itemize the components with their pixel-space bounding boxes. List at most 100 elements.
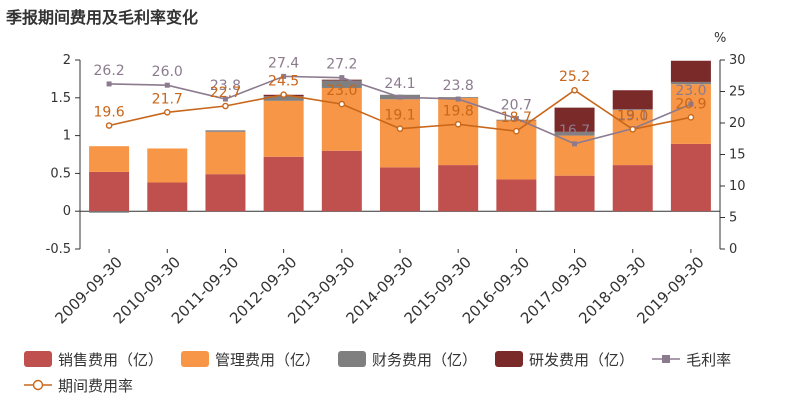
chart-canvas: -0.500.511.52051015202530%2009-09-302010… — [46, 31, 746, 327]
bar-研发费用（亿） — [670, 60, 711, 82]
y-left-tick-label: 0 — [63, 204, 71, 219]
legend-label: 财务费用（亿） — [372, 350, 478, 369]
bar-财务费用（亿） — [205, 130, 246, 132]
legend-item[interactable]: 管理费用（亿） — [181, 349, 320, 370]
bar-销售费用（亿） — [147, 182, 188, 212]
bar-销售费用（亿） — [612, 165, 653, 212]
data-label-期间费用率: 19.6 — [94, 105, 125, 121]
legend-line-marker — [24, 379, 52, 391]
y-right-tick-label: 10 — [729, 179, 746, 194]
point-毛利率 — [164, 82, 170, 88]
y-right-tick-label: 30 — [729, 53, 746, 68]
point-毛利率 — [513, 116, 519, 122]
bar-管理费用（亿） — [321, 87, 362, 151]
y-right-tick-label: 20 — [729, 116, 746, 131]
data-label-期间费用率: 24.5 — [268, 74, 299, 90]
data-label-毛利率: 19.1 — [617, 108, 648, 124]
bar-销售费用（亿） — [380, 167, 420, 212]
data-label-期间费用率: 18.7 — [501, 110, 532, 126]
bar-销售费用（亿） — [205, 174, 246, 212]
data-label-毛利率: 20.7 — [501, 98, 532, 114]
legend-item[interactable]: 毛利率 — [652, 349, 731, 370]
point-毛利率 — [339, 75, 345, 81]
legend-swatch — [338, 351, 367, 367]
bar-销售费用（亿） — [496, 179, 537, 212]
point-毛利率 — [688, 101, 694, 107]
point-毛利率 — [281, 73, 287, 79]
y-right-tick-label: 15 — [729, 148, 746, 163]
data-label-期间费用率: 25.2 — [559, 69, 590, 85]
legend-line-marker — [652, 355, 681, 363]
data-label-毛利率: 24.1 — [384, 76, 415, 92]
bar-管理费用（亿） — [89, 146, 130, 172]
data-label-期间费用率: 21.7 — [152, 91, 183, 107]
point-毛利率 — [106, 81, 112, 87]
y-left-tick-label: 1 — [63, 129, 71, 144]
data-label-毛利率: 26.2 — [94, 63, 125, 79]
data-label-期间费用率: 23.0 — [326, 83, 357, 99]
point-期间费用率 — [163, 108, 171, 116]
bar-销售费用（亿） — [554, 175, 595, 212]
legend-item[interactable]: 销售费用（亿） — [24, 349, 163, 370]
y-left-tick-label: 2 — [63, 53, 71, 68]
legend-swatch — [24, 351, 52, 367]
bar-财务费用（亿） — [612, 109, 653, 110]
legend-label: 研发费用（亿） — [529, 350, 635, 369]
point-期间费用率 — [687, 114, 695, 121]
chart-legend: 销售费用（亿） 管理费用（亿） 财务费用（亿） 研发费用（亿） 毛利率期间费用率 — [24, 346, 794, 398]
legend-item[interactable]: 研发费用（亿） — [495, 349, 634, 370]
point-期间费用率 — [629, 126, 637, 133]
bar-管理费用（亿） — [612, 109, 653, 166]
data-label-毛利率: 26.0 — [152, 64, 183, 80]
bar-管理费用（亿） — [380, 99, 420, 168]
data-label-期间费用率: 20.9 — [675, 96, 706, 112]
legend-label: 期间费用率 — [58, 376, 134, 395]
bar-销售费用（亿） — [438, 165, 479, 212]
data-label-毛利率: 23.8 — [210, 78, 241, 94]
y-left-tick-label: -0.5 — [46, 242, 71, 257]
bar-管理费用（亿） — [205, 131, 246, 175]
y-left-tick-label: 0.5 — [50, 166, 71, 181]
bar-财务费用（亿） — [263, 96, 304, 101]
bar-财务费用（亿） — [554, 131, 595, 136]
y-right-tick-label: 25 — [729, 85, 746, 100]
bar-销售费用（亿） — [263, 156, 304, 212]
legend-label: 管理费用（亿） — [215, 350, 321, 369]
legend-swatch — [181, 351, 210, 367]
data-label-毛利率: 27.4 — [268, 55, 299, 71]
data-label-期间费用率: 19.1 — [384, 108, 415, 124]
legend-label: 毛利率 — [686, 350, 732, 369]
y-right-tick-label: 0 — [729, 242, 737, 257]
data-label-期间费用率: 19.8 — [443, 103, 474, 119]
legend-item[interactable]: 财务费用（亿） — [338, 349, 477, 370]
legend-label: 销售费用（亿） — [58, 350, 164, 369]
bar-研发费用（亿） — [612, 90, 653, 110]
point-期间费用率 — [513, 127, 520, 135]
y-right-tick-label: 5 — [729, 211, 737, 226]
bar-销售费用（亿） — [670, 143, 711, 212]
y-left-tick-label: 1.5 — [50, 91, 71, 106]
bar-管理费用（亿） — [147, 148, 188, 183]
bar-管理费用（亿） — [263, 100, 304, 157]
bar-财务费用（亿） — [670, 81, 711, 85]
bar-管理费用（亿） — [438, 97, 479, 166]
point-毛利率 — [222, 96, 228, 102]
point-毛利率 — [572, 141, 578, 147]
point-毛利率 — [455, 96, 461, 102]
point-期间费用率 — [454, 120, 462, 128]
data-label-毛利率: 23.8 — [443, 78, 474, 94]
bar-研发费用（亿） — [554, 107, 595, 132]
data-label-毛利率: 23.0 — [675, 83, 706, 99]
point-期间费用率 — [338, 100, 346, 108]
legend-item[interactable]: 期间费用率 — [24, 375, 133, 396]
y-right-unit-label: % — [714, 31, 726, 46]
legend-row: 期间费用率 — [24, 372, 794, 398]
point-毛利率 — [397, 94, 403, 100]
point-期间费用率 — [105, 122, 113, 129]
point-期间费用率 — [571, 86, 578, 94]
data-label-毛利率: 27.2 — [326, 57, 357, 73]
legend-swatch — [495, 351, 524, 367]
bar-财务费用（亿） — [321, 80, 362, 88]
bar-销售费用（亿） — [321, 150, 362, 212]
